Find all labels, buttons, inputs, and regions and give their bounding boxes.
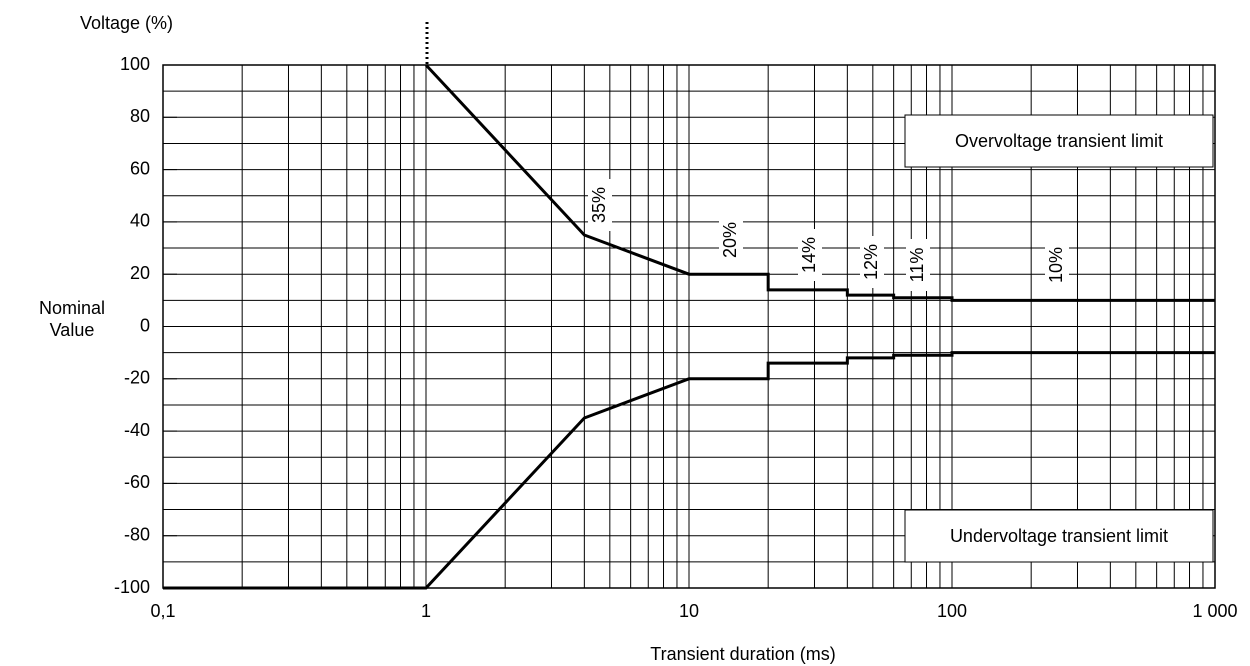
annotation-bg <box>588 179 612 231</box>
x-tick-label: 1 000 <box>1192 601 1237 621</box>
y-axis-title: Voltage (%) <box>80 13 173 33</box>
series-line <box>163 351 1215 590</box>
y-axis-title-line: Nominal <box>39 298 105 318</box>
x-tick-label: 100 <box>937 601 967 621</box>
x-tick-label: 1 <box>421 601 431 621</box>
x-tick-label: 0,1 <box>150 601 175 621</box>
annotation-bg <box>860 236 884 288</box>
y-tick-label: 20 <box>130 263 150 283</box>
y-tick-label: -40 <box>124 420 150 440</box>
y-tick-label: 0 <box>140 315 150 335</box>
y-tick-label: 100 <box>120 54 150 74</box>
y-tick-label: 60 <box>130 158 150 178</box>
annotation-bg <box>798 229 822 281</box>
y-tick-label: 80 <box>130 106 150 126</box>
annotation-bg <box>1045 239 1069 291</box>
annotation: 12% <box>861 244 881 280</box>
x-tick-label: 10 <box>679 601 699 621</box>
annotation: 14% <box>799 237 819 273</box>
series-line <box>424 63 1215 302</box>
annotation: 11% <box>907 248 927 283</box>
limit-box <box>904 114 1214 168</box>
y-axis-title-line: Value <box>50 320 95 340</box>
limit-label: Overvoltage transient limit <box>955 131 1163 151</box>
x-axis-title: Transient duration (ms) <box>650 644 835 664</box>
y-tick-label: 40 <box>130 211 150 231</box>
annotation: 10% <box>1046 247 1066 283</box>
annotation-bg <box>719 214 743 266</box>
limit-box <box>904 509 1214 563</box>
y-tick-label: -20 <box>124 368 150 388</box>
annotation-bg <box>906 239 930 291</box>
annotation: 35% <box>589 187 609 223</box>
y-tick-label: -60 <box>124 472 150 492</box>
y-tick-label: -80 <box>124 524 150 544</box>
y-tick-label: -100 <box>114 577 150 597</box>
limit-label: Undervoltage transient limit <box>950 526 1168 546</box>
annotation: 20% <box>720 222 740 258</box>
